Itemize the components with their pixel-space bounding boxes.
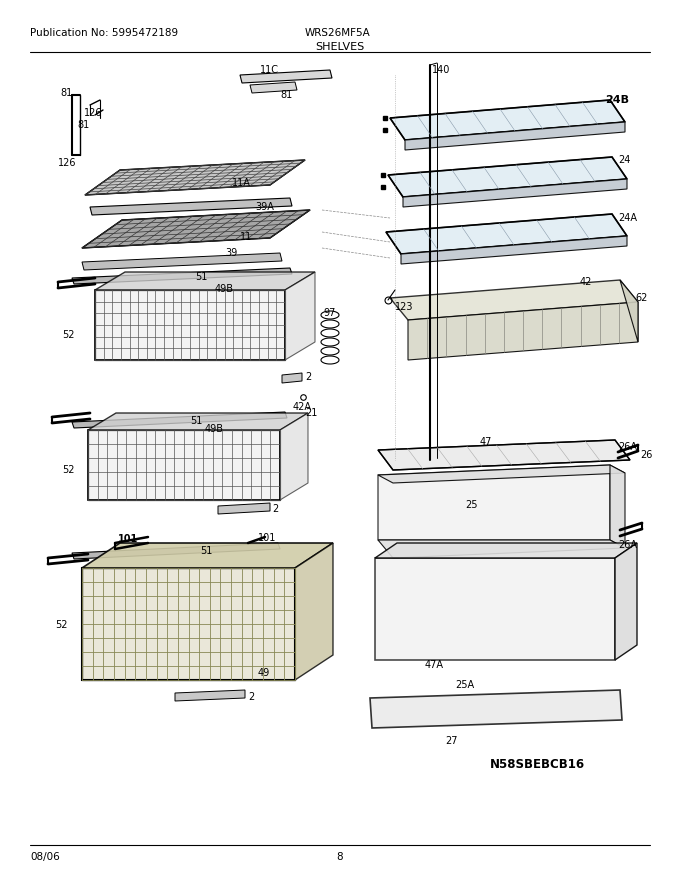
Polygon shape	[218, 503, 270, 514]
Polygon shape	[72, 412, 287, 428]
Text: 97: 97	[323, 308, 335, 318]
Polygon shape	[620, 280, 638, 342]
Text: 11: 11	[240, 232, 252, 242]
Polygon shape	[90, 198, 292, 215]
Text: 24B: 24B	[605, 95, 629, 105]
Polygon shape	[280, 413, 308, 500]
Polygon shape	[378, 465, 610, 540]
Text: 47: 47	[480, 437, 492, 447]
Text: N58SBEBCB16: N58SBEBCB16	[490, 758, 585, 771]
Text: 25A: 25A	[455, 680, 474, 690]
Polygon shape	[82, 543, 333, 568]
Polygon shape	[610, 465, 625, 548]
Polygon shape	[405, 122, 625, 150]
Text: 11A: 11A	[232, 178, 251, 188]
Text: 51: 51	[195, 272, 207, 282]
Text: 8: 8	[337, 852, 343, 862]
Polygon shape	[88, 430, 280, 500]
Text: Publication No: 5995472189: Publication No: 5995472189	[30, 28, 178, 38]
Text: 26: 26	[640, 450, 652, 460]
Text: 52: 52	[62, 465, 75, 475]
Text: 81: 81	[77, 120, 89, 130]
Text: 2: 2	[248, 692, 254, 702]
Polygon shape	[370, 690, 622, 728]
Polygon shape	[250, 82, 297, 93]
Text: 24: 24	[618, 155, 630, 165]
Text: 49B: 49B	[205, 424, 224, 434]
Text: 140: 140	[432, 65, 450, 75]
Polygon shape	[175, 690, 245, 701]
Polygon shape	[82, 253, 282, 270]
Text: 52: 52	[62, 330, 75, 340]
Polygon shape	[72, 268, 292, 284]
Polygon shape	[295, 543, 333, 680]
Text: 81: 81	[280, 90, 292, 100]
Text: 08/06: 08/06	[30, 852, 60, 862]
Polygon shape	[378, 540, 625, 558]
Text: 49: 49	[258, 668, 270, 678]
Text: 26A: 26A	[618, 540, 637, 550]
Polygon shape	[403, 179, 627, 207]
Text: 39A: 39A	[255, 202, 274, 212]
Polygon shape	[82, 210, 310, 248]
Polygon shape	[390, 100, 625, 140]
Text: 62: 62	[635, 293, 647, 303]
Polygon shape	[72, 543, 280, 559]
Text: 21: 21	[305, 408, 318, 418]
Text: 123: 123	[395, 302, 413, 312]
Text: 2: 2	[272, 504, 278, 514]
Text: 49B: 49B	[215, 284, 234, 294]
Text: 26A: 26A	[618, 442, 637, 452]
Text: 11C: 11C	[260, 65, 279, 75]
Polygon shape	[375, 558, 615, 660]
Text: 126: 126	[58, 158, 76, 168]
Text: 126: 126	[84, 108, 103, 118]
Text: 39: 39	[225, 248, 237, 258]
Text: 81: 81	[60, 88, 72, 98]
Text: 51: 51	[200, 546, 212, 556]
Polygon shape	[615, 543, 637, 660]
Polygon shape	[386, 214, 627, 254]
Text: 2: 2	[305, 372, 311, 382]
Text: 47A: 47A	[425, 660, 444, 670]
Polygon shape	[390, 280, 638, 320]
Polygon shape	[388, 157, 627, 197]
Polygon shape	[82, 568, 295, 680]
Text: 42: 42	[580, 277, 592, 287]
Polygon shape	[408, 302, 638, 360]
Polygon shape	[401, 236, 627, 264]
Polygon shape	[240, 70, 332, 83]
Polygon shape	[282, 373, 302, 383]
Text: WRS26MF5A: WRS26MF5A	[305, 28, 371, 38]
Polygon shape	[375, 543, 637, 558]
Polygon shape	[378, 465, 625, 483]
Polygon shape	[378, 440, 630, 470]
Polygon shape	[88, 413, 308, 430]
Text: 52: 52	[55, 620, 67, 630]
Polygon shape	[85, 160, 305, 195]
Polygon shape	[95, 290, 285, 360]
Text: 101: 101	[118, 534, 138, 544]
Text: 51: 51	[190, 416, 203, 426]
Polygon shape	[95, 272, 315, 290]
Text: 27: 27	[445, 736, 458, 746]
Text: 24A: 24A	[618, 213, 637, 223]
Text: 42A: 42A	[293, 402, 312, 412]
Text: 25: 25	[465, 500, 477, 510]
Text: 101: 101	[258, 533, 276, 543]
Text: SHELVES: SHELVES	[316, 42, 364, 52]
Polygon shape	[285, 272, 315, 360]
